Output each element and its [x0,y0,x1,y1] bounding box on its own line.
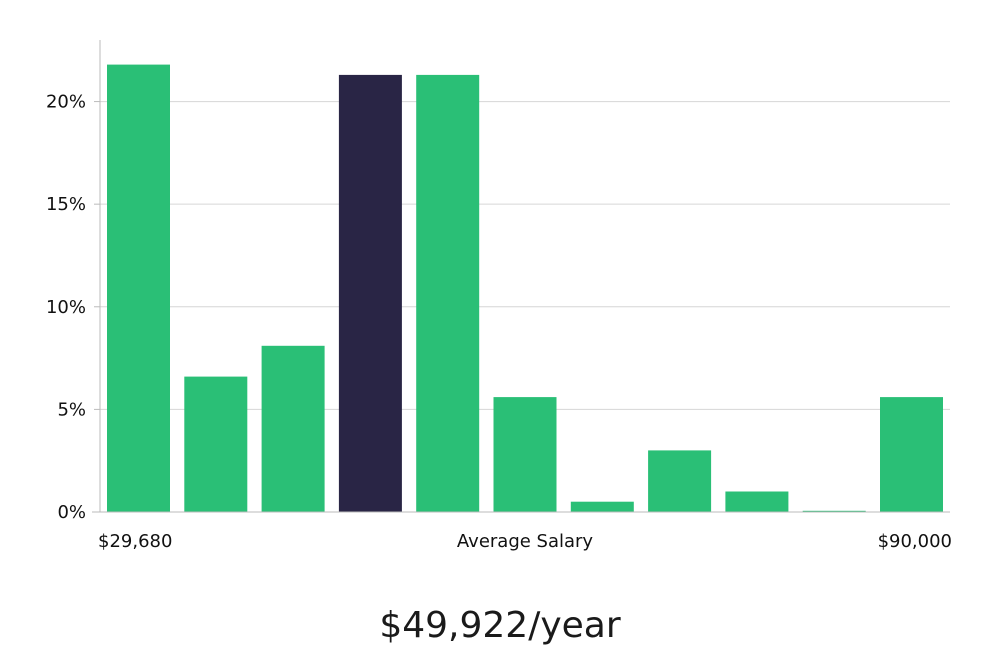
histogram-bar [570,501,634,512]
histogram-bar [802,510,866,512]
histogram-bar [107,64,170,512]
histogram-bar [261,345,325,512]
x-max-label: $90,000 [878,531,952,552]
axes [92,40,950,513]
histogram-bars [107,64,943,513]
y-tick-label: 0% [57,502,86,523]
y-tick-label: 15% [46,194,86,215]
histogram-bar [725,491,789,512]
histogram-bar [648,450,712,512]
y-tick-label: 5% [57,399,86,420]
average-salary-value: $49,922/year [379,605,621,646]
histogram-bar [880,397,943,512]
histogram-bar-highlighted [338,74,402,513]
histogram-bar [493,397,557,512]
x-min-label: $29,680 [98,531,172,552]
salary-histogram: 0% 5% 10% 15% 20% $29,680 Average Salary $90… [46,40,952,552]
y-tick-labels: 0% 5% 10% 15% 20% [46,92,100,523]
grid-lines [100,101,950,410]
y-tick-label: 10% [46,297,86,318]
histogram-bar [184,376,248,512]
y-tick-label: 20% [46,92,86,113]
x-axis-title: Average Salary [457,531,594,552]
histogram-bar [416,74,480,513]
